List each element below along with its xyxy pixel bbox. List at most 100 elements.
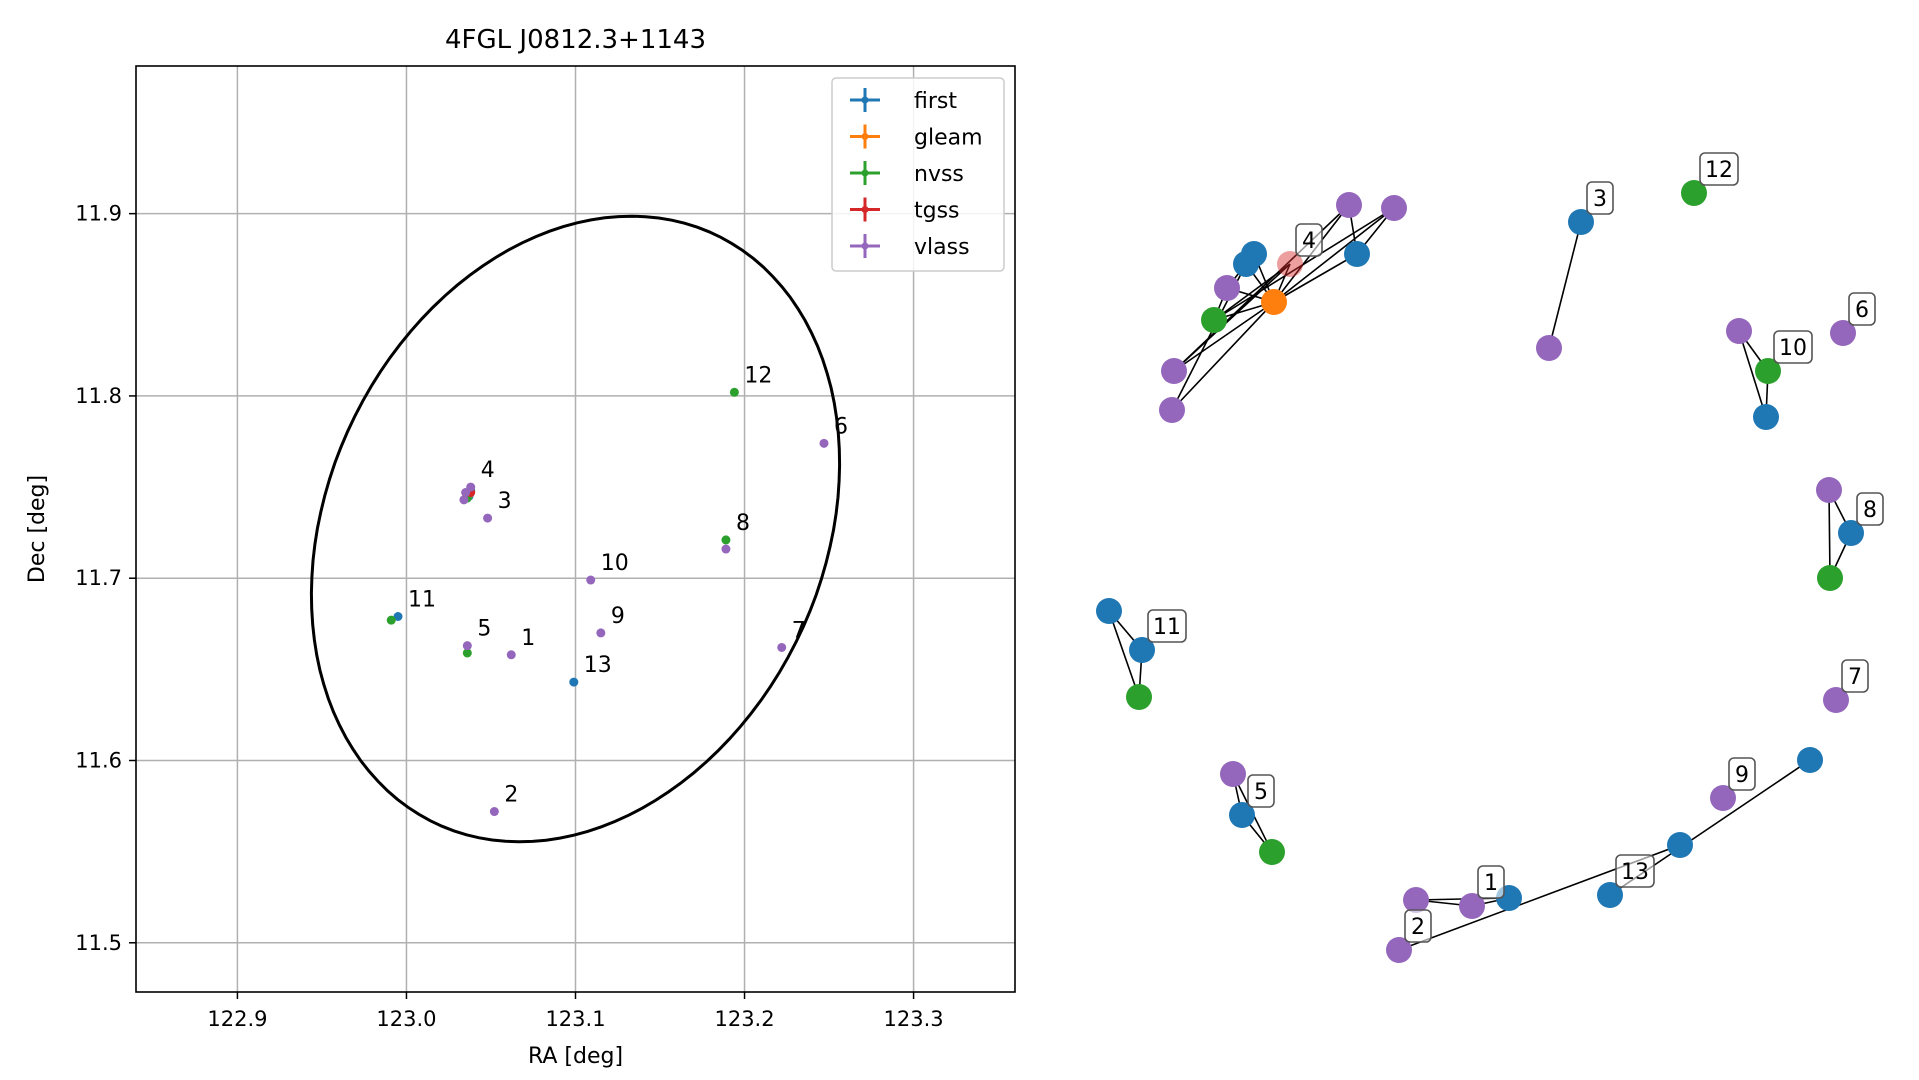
point-label-10: 10 [601,551,629,576]
network-label-10: 10 [1779,336,1807,361]
network-label-box [1841,659,1869,693]
x-axis-label: RA [deg] [528,1044,623,1069]
point-nvss [721,535,731,545]
network-label-box [1856,492,1884,526]
point-vlass [459,495,469,505]
point-label-12: 12 [744,363,772,388]
point-label-1: 1 [521,626,535,651]
point-first [569,677,579,687]
network-edge [1171,301,1275,411]
network-node-tgss [1277,251,1303,277]
network-node-nvss [1755,358,1781,384]
point-label-2: 2 [504,783,518,808]
network-node-first [1344,241,1370,267]
point-vlass [777,642,787,652]
network-label-9: 9 [1735,763,1749,788]
network-node-vlass [1214,275,1240,301]
legend-label-first: first [914,89,957,114]
network-node-first [1129,637,1155,663]
point-vlass [506,650,516,660]
network-node-nvss [1201,307,1227,333]
network-label-box [1699,152,1739,186]
network-label-7: 7 [1848,665,1862,690]
y-tick-label: 11.9 [75,202,122,226]
network-node-first [1597,882,1623,908]
y-axis-label: Dec [deg] [25,475,50,583]
network-label-box [1586,181,1614,215]
error-ellipse [309,214,842,844]
network-node-first [1797,747,1823,773]
point-vlass [461,488,471,498]
point-nvss [386,615,396,625]
network-edge [1548,221,1582,349]
point-label-13: 13 [584,653,612,678]
network-label-box [1147,609,1187,643]
network-node-vlass [1536,335,1562,361]
y-tick-label: 11.5 [75,931,122,955]
network-node-vlass [1386,937,1412,963]
network-label-13: 13 [1621,860,1649,885]
network-node-vlass [1403,887,1429,913]
legend-label-nvss: nvss [914,162,964,187]
network-node-first [1233,251,1259,277]
network-node-vlass [1220,761,1246,787]
network-node-vlass [1816,477,1842,503]
network-label-2: 2 [1411,915,1425,940]
point-nvss [729,387,739,397]
legend-marker-vlass [861,242,869,250]
network-label-box [1295,223,1323,257]
network-label-8: 8 [1863,498,1877,523]
point-vlass [462,641,472,651]
point-vlass [721,544,731,554]
y-tick-label: 11.8 [75,384,122,408]
network-node-nvss [1259,839,1285,865]
network-label-11: 11 [1153,615,1181,640]
x-tick-label: 123.2 [714,1007,774,1031]
network-node-vlass [1381,195,1407,221]
legend-box [831,77,1005,272]
legend-marker-tgss [861,206,869,213]
network-node-vlass [1161,358,1187,384]
network-label-box [1477,865,1505,899]
network-node-first [1838,520,1864,546]
point-label-9: 9 [611,604,625,629]
network-edge [1213,207,1395,321]
network-label-4: 4 [1302,229,1316,254]
y-tick-label: 11.6 [75,749,122,773]
network-node-nvss [1681,180,1707,206]
network-node-nvss [1126,684,1152,710]
network-label-box [1615,854,1655,888]
x-tick-label: 123.3 [884,1007,944,1031]
x-tick-label: 122.9 [207,1007,267,1031]
legend-marker-nvss [861,169,869,177]
network-edge [1273,207,1395,303]
network-edge [1173,301,1275,372]
network-label-3: 3 [1593,187,1607,212]
network-label-box [1848,292,1876,326]
network-label-5: 5 [1254,780,1268,805]
network-label-12: 12 [1705,158,1733,183]
network-label-6: 6 [1855,298,1869,323]
network-node-first [1667,832,1693,858]
network-edge [1273,253,1358,303]
legend-label-tgss: tgss [914,199,960,224]
network-node-vlass [1710,785,1736,811]
point-vlass [586,575,596,585]
network-label-1: 1 [1484,871,1498,896]
point-vlass [483,513,493,523]
point-first [393,611,403,621]
network-node-first [1753,404,1779,430]
network-edge [1173,263,1291,372]
y-tick-label: 11.7 [75,566,122,590]
network-label-box [1404,909,1432,943]
point-vlass [596,628,606,638]
legend-label-vlass: vlass [914,235,970,260]
point-label-11: 11 [408,587,436,612]
network-node-vlass [1159,397,1185,423]
network-node-first [1096,598,1122,624]
network-label-box [1773,330,1813,364]
network-node-vlass [1823,687,1849,713]
